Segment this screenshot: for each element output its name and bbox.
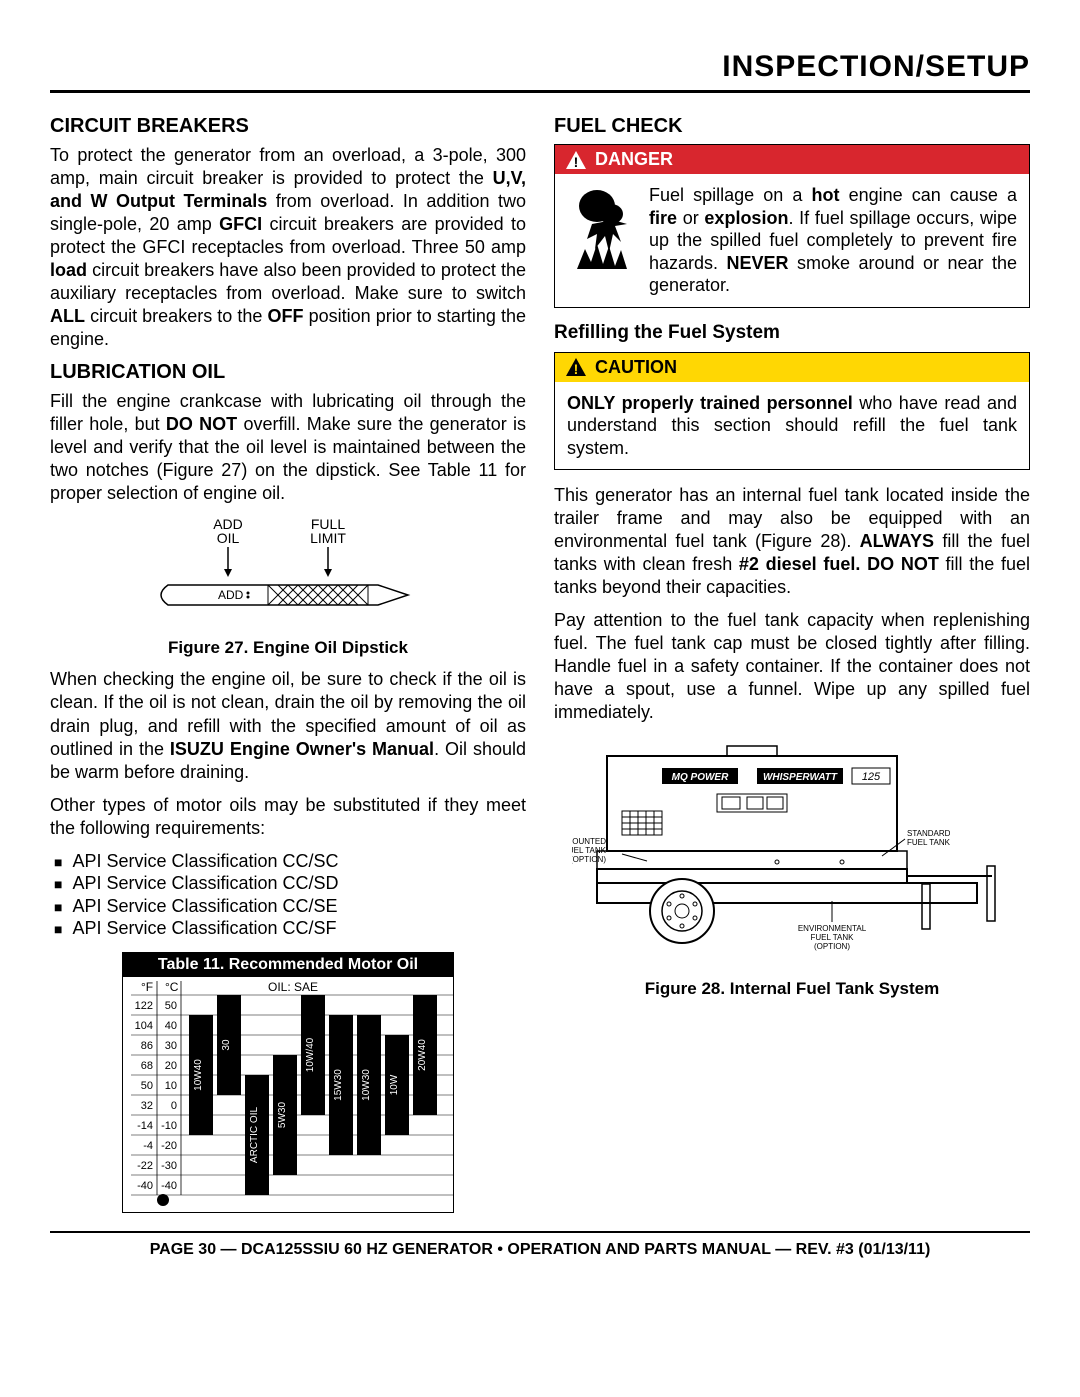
mq-power-label: MQ POWER	[672, 772, 729, 783]
caution-callout: ! CAUTION ONLY properly trained personne…	[554, 352, 1030, 471]
svg-text:TRAILER MOUNTEDFUEL TANK(OPTIO: TRAILER MOUNTEDFUEL TANK(OPTION)	[572, 837, 607, 864]
svg-text:50: 50	[165, 1000, 177, 1012]
danger-text: Fuel spillage on a hot engine can cause …	[649, 184, 1017, 297]
fig27-caption: Figure 27. Engine Oil Dipstick	[50, 638, 526, 658]
svg-text:5W30: 5W30	[277, 1101, 288, 1128]
danger-header: ! DANGER	[555, 145, 1029, 174]
table11: Table 11. Recommended Motor Oil °F °C OIL:…	[122, 952, 454, 1213]
svg-text:20W40: 20W40	[417, 1038, 428, 1070]
svg-text:-20: -20	[161, 1140, 177, 1152]
svg-text:LIMIT: LIMIT	[310, 530, 346, 546]
fuel-para2: Pay attention to the fuel tank capacity …	[554, 609, 1030, 724]
svg-text:0: 0	[171, 1100, 177, 1112]
oil-chart: °F °C OIL: SAE 122 50 104 40 86 30 68 20 50 10 32 0 -14…	[123, 977, 453, 1207]
right-column: FUEL CHECK ! DANGER Fuel spillag	[554, 109, 1030, 1213]
svg-text:20: 20	[165, 1060, 177, 1072]
caution-label: CAUTION	[595, 357, 677, 378]
table11-title: Table 11. Recommended Motor Oil	[123, 953, 453, 977]
svg-text:50: 50	[141, 1080, 153, 1092]
svg-text:32: 32	[141, 1100, 153, 1112]
whisperwatt-label: WHISPERWATT	[763, 772, 838, 783]
lubrication-para3: Other types of motor oils may be substit…	[50, 794, 526, 840]
svg-text:40: 40	[165, 1020, 177, 1032]
add-small-label: ADD	[218, 588, 244, 602]
svg-text:30: 30	[221, 1039, 232, 1051]
fig28-caption: Figure 28. Internal Fuel Tank System	[554, 979, 1030, 999]
svg-text:86: 86	[141, 1040, 153, 1052]
svg-text:ARCTIC OIL: ARCTIC OIL	[249, 1106, 260, 1163]
danger-body: Fuel spillage on a hot engine can cause …	[555, 174, 1029, 307]
svg-text:!: !	[574, 154, 579, 170]
api-bullet: API Service Classification CC/SF	[54, 917, 526, 940]
svg-text:122: 122	[135, 1000, 153, 1012]
svg-text:10W30: 10W30	[361, 1068, 372, 1100]
refill-heading: Refilling the Fuel System	[554, 322, 1030, 344]
svg-text:°F: °F	[141, 980, 153, 994]
svg-text:°C: °C	[165, 980, 179, 994]
svg-text:-40: -40	[137, 1180, 153, 1192]
danger-label: DANGER	[595, 149, 673, 170]
svg-text:-14: -14	[137, 1120, 153, 1132]
svg-text:10: 10	[165, 1080, 177, 1092]
explosion-icon	[567, 184, 637, 297]
svg-text:ENVIRONMENTALFUEL TANK(OPTION): ENVIRONMENTALFUEL TANK(OPTION)	[798, 924, 867, 951]
svg-text:-4: -4	[143, 1140, 153, 1152]
model-label: 125	[862, 771, 881, 783]
svg-text:15W30: 15W30	[333, 1068, 344, 1100]
danger-triangle-icon: !	[565, 150, 587, 170]
circuit-breakers-para: To protect the generator from an overloa…	[50, 144, 526, 351]
lubrication-para1: Fill the engine crankcase with lubricati…	[50, 390, 526, 505]
lubrication-heading: LUBRICATION OIL	[50, 361, 526, 384]
svg-text:30: 30	[165, 1040, 177, 1052]
svg-text:10W40: 10W40	[193, 1058, 204, 1090]
svg-text:68: 68	[141, 1060, 153, 1072]
caution-triangle-icon: !	[565, 357, 587, 377]
two-column-layout: CIRCUIT BREAKERS To protect the generato…	[50, 109, 1030, 1213]
caution-body: ONLY properly trained personnel who have…	[555, 382, 1029, 470]
svg-text:-22: -22	[137, 1160, 153, 1172]
fuel-check-heading: FUEL CHECK	[554, 115, 1030, 138]
api-bullet: API Service Classification CC/SE	[54, 895, 526, 918]
circuit-breakers-heading: CIRCUIT BREAKERS	[50, 115, 526, 138]
footer-text: PAGE 30 — DCA125SSIU 60 HZ GENERATOR • O…	[50, 1241, 1030, 1259]
svg-text:-10: -10	[161, 1120, 177, 1132]
fuel-para1: This generator has an internal fuel tank…	[554, 484, 1030, 599]
svg-text:-30: -30	[161, 1160, 177, 1172]
danger-callout: ! DANGER Fuel spillage on a hot engine c…	[554, 144, 1030, 308]
footer-rule	[50, 1231, 1030, 1233]
title-rule	[50, 90, 1030, 93]
svg-text:!: !	[574, 361, 579, 377]
dipstick-figure: ADD OIL FULL LIMIT	[50, 515, 526, 630]
svg-text:10W: 10W	[389, 1074, 400, 1095]
svg-text:OIL: SAE: OIL: SAE	[268, 980, 318, 994]
table11-wrap: Table 11. Recommended Motor Oil °F °C OIL:…	[50, 952, 526, 1213]
left-column: CIRCUIT BREAKERS To protect the generato…	[50, 109, 526, 1213]
trailer-figure: MQ POWER WHISPERWATT 125	[554, 736, 1030, 971]
caution-header: ! CAUTION	[555, 353, 1029, 382]
page-title: INSPECTION/SETUP	[50, 50, 1030, 84]
lubrication-para2: When checking the engine oil, be sure to…	[50, 668, 526, 783]
svg-text:-40: -40	[161, 1180, 177, 1192]
api-bullets: API Service Classification CC/SCAPI Serv…	[50, 850, 526, 940]
api-bullet: API Service Classification CC/SD	[54, 872, 526, 895]
svg-text:OIL: OIL	[217, 530, 240, 546]
api-bullet: API Service Classification CC/SC	[54, 850, 526, 873]
svg-text:10W/40: 10W/40	[305, 1037, 316, 1072]
svg-text:104: 104	[135, 1020, 153, 1032]
svg-text:STANDARDFUEL TANK: STANDARDFUEL TANK	[907, 829, 951, 847]
